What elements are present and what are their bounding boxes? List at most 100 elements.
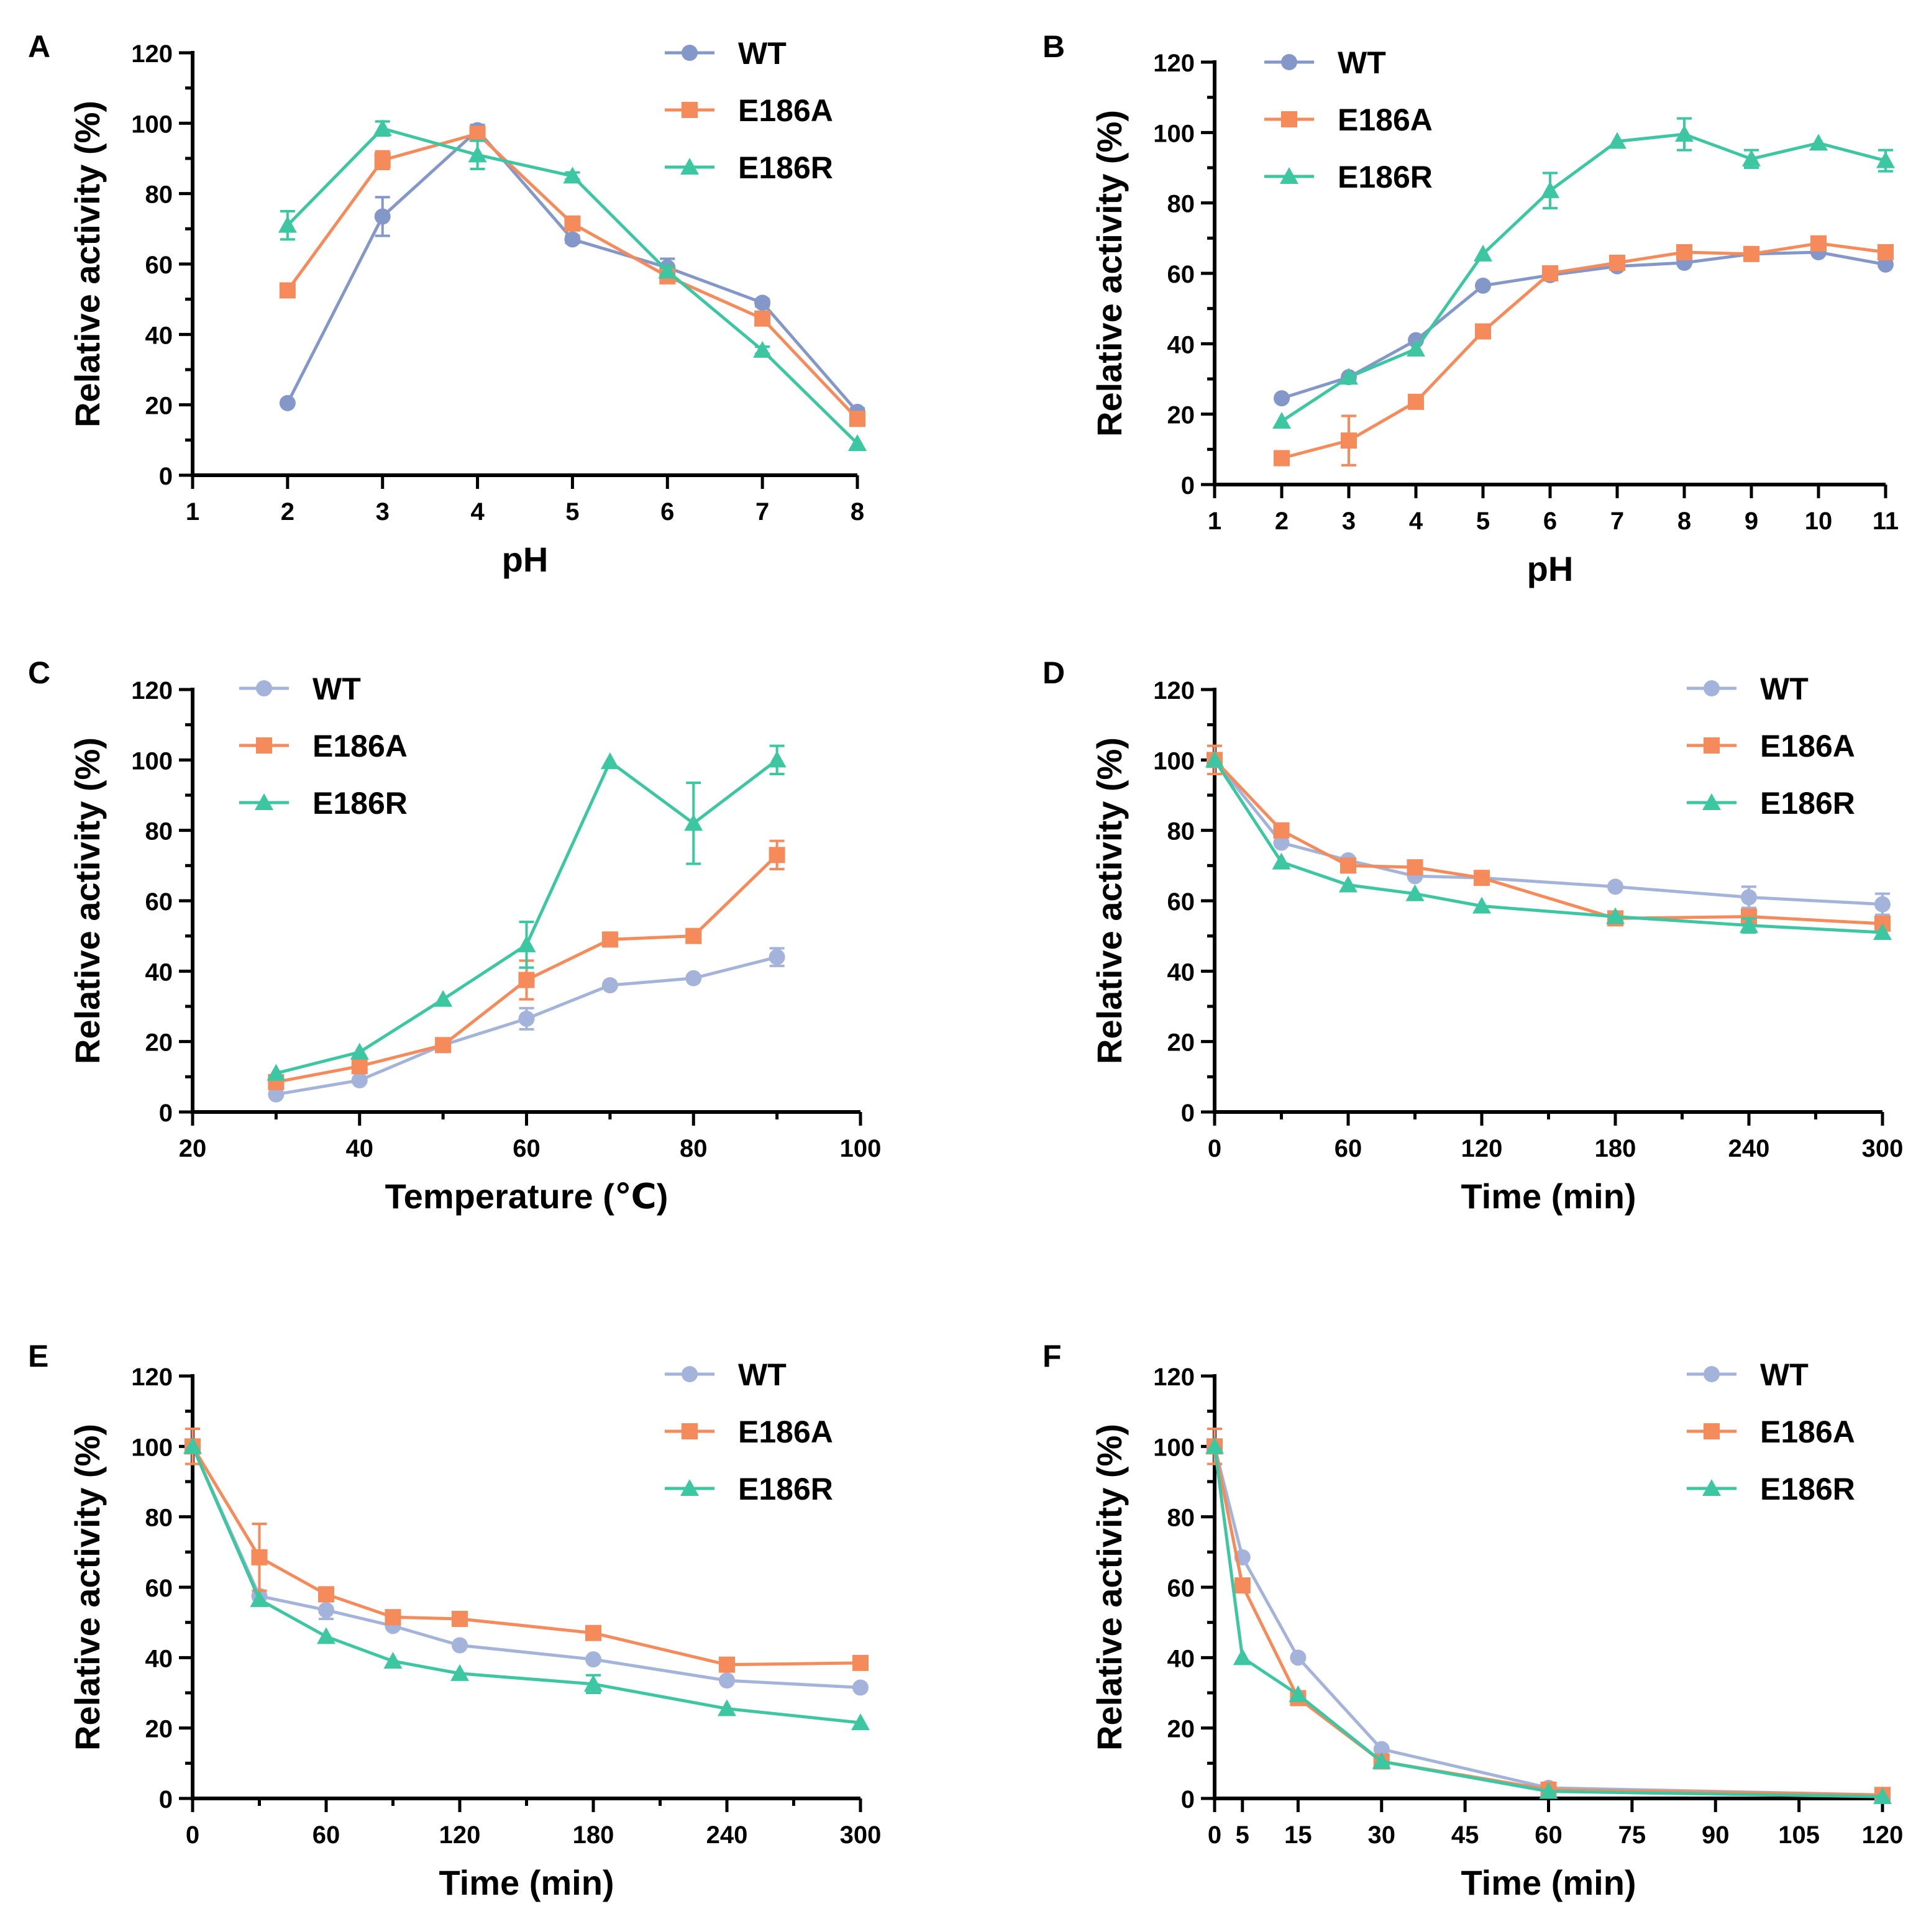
legend-label: WT — [1338, 45, 1386, 80]
data-point-E186R — [183, 1437, 202, 1454]
data-point-WT — [518, 1010, 535, 1027]
legend-label: E186A — [738, 93, 833, 128]
y-tick-label: 20 — [1167, 402, 1195, 429]
data-point-WT — [318, 1602, 334, 1618]
data-point-E186R — [1405, 884, 1425, 901]
data-point-E186A — [374, 152, 391, 168]
y-tick-label: 120 — [1153, 1364, 1195, 1391]
data-point-E186R — [1339, 368, 1358, 385]
data-point-E186A — [1475, 323, 1491, 340]
data-point-WT — [1290, 1649, 1307, 1666]
x-tick-label: 6 — [660, 498, 674, 526]
x-tick-label: 5 — [1236, 1821, 1249, 1849]
x-axis-title: Time (min) — [439, 1863, 614, 1902]
data-point-E186R — [753, 340, 772, 358]
y-axis-title: Relative activity (%) — [68, 737, 107, 1064]
series-line-E186R — [1213, 759, 1883, 934]
data-point-E186A — [585, 1624, 601, 1641]
y-tick-label: 80 — [1167, 1505, 1195, 1532]
legend-marker — [680, 158, 699, 175]
data-point-WT — [852, 1679, 869, 1696]
y-tick-label: 120 — [1153, 50, 1195, 77]
series-E186R — [1205, 750, 1892, 940]
y-tick-label: 0 — [159, 1100, 173, 1127]
legend-item-E186R: E186R — [665, 150, 833, 185]
legend-label: E186R — [1338, 160, 1433, 194]
legend-item-E186R: E186R — [1687, 786, 1855, 821]
data-point-E186R — [684, 814, 703, 831]
y-tick-label: 20 — [145, 393, 173, 420]
legend-marker — [680, 1479, 699, 1496]
data-point-E186R — [350, 1042, 369, 1060]
legend-label: E186R — [738, 150, 833, 185]
series-line-E186A — [1213, 759, 1883, 926]
panel-letter: F — [1043, 1339, 1062, 1374]
legend-label: WT — [738, 36, 787, 71]
x-tick-label: 240 — [1728, 1135, 1770, 1162]
legend-label: E186A — [1760, 1415, 1855, 1449]
data-point-E186R — [1606, 907, 1625, 924]
data-point-E186R — [1809, 134, 1828, 151]
legend-marker — [1704, 680, 1720, 696]
x-tick-label: 300 — [1862, 1135, 1904, 1162]
legend-label: E186R — [313, 786, 408, 821]
series-WT — [279, 122, 865, 420]
legend-marker — [1704, 1366, 1720, 1382]
data-point-E186R — [1233, 1648, 1252, 1665]
x-tick-label: 4 — [470, 498, 485, 526]
x-tick-label: 75 — [1618, 1821, 1646, 1849]
legend-item-E186A: E186A — [239, 729, 408, 763]
panel-letter: B — [1043, 29, 1065, 64]
panel-letter: D — [1043, 655, 1065, 690]
legend-marker — [682, 45, 698, 61]
data-point-WT — [1741, 889, 1757, 906]
series-E186A — [185, 1428, 869, 1673]
data-point-E186R — [1205, 1437, 1224, 1454]
data-point-E186A — [601, 931, 618, 948]
data-point-WT — [754, 294, 771, 311]
data-point-E186R — [584, 1674, 603, 1692]
legend-item-WT: WT — [665, 36, 787, 71]
series-line-E186A — [1281, 242, 1886, 460]
data-point-E186R — [767, 750, 787, 768]
x-tick-label: 20 — [179, 1135, 207, 1162]
legend-item-E186A: E186A — [1264, 103, 1433, 137]
data-point-E186R — [434, 990, 453, 1007]
series-E186R — [267, 744, 787, 1081]
series-WT — [1207, 744, 1891, 916]
legend-marker — [255, 793, 273, 810]
series-E186R — [1272, 117, 1895, 429]
data-point-WT — [1475, 277, 1491, 294]
data-point-E186R — [1472, 896, 1491, 914]
x-tick-label: 0 — [186, 1821, 199, 1849]
data-point-E186R — [1289, 1685, 1308, 1702]
y-tick-label: 100 — [131, 747, 173, 775]
panel-letter: C — [28, 655, 50, 690]
data-point-E186A — [769, 847, 785, 863]
legend-marker — [1281, 111, 1297, 127]
legend-label: E186A — [738, 1415, 833, 1449]
data-point-E186A — [435, 1037, 452, 1054]
series-line-WT — [1281, 250, 1886, 400]
y-tick-label: 20 — [145, 1029, 173, 1057]
y-tick-label: 60 — [1167, 888, 1195, 916]
x-tick-label: 0 — [1208, 1821, 1221, 1849]
y-tick-label: 80 — [1167, 818, 1195, 845]
y-tick-label: 80 — [145, 1505, 173, 1532]
x-axis-title: Temperature (℃) — [385, 1177, 668, 1216]
data-point-WT — [585, 1651, 601, 1668]
x-tick-label: 90 — [1702, 1821, 1730, 1849]
data-point-E186R — [450, 1664, 469, 1681]
data-point-WT — [452, 1637, 468, 1654]
data-point-E186R — [718, 1699, 736, 1716]
data-point-E186R — [1873, 1787, 1892, 1805]
panel-D: D 0 20 40 60 80 100 120 0 60 120 180 240 300 Time (min… — [1043, 655, 1903, 1216]
data-point-E186A — [719, 1656, 735, 1673]
data-point-E186R — [267, 1064, 286, 1081]
y-tick-label: 0 — [1181, 1100, 1195, 1127]
y-tick-label: 0 — [159, 463, 173, 490]
legend-marker — [1280, 167, 1298, 184]
legend-item-E186A: E186A — [665, 1415, 833, 1449]
legend-label: E186A — [1760, 729, 1855, 763]
data-point-E186R — [851, 1713, 870, 1731]
